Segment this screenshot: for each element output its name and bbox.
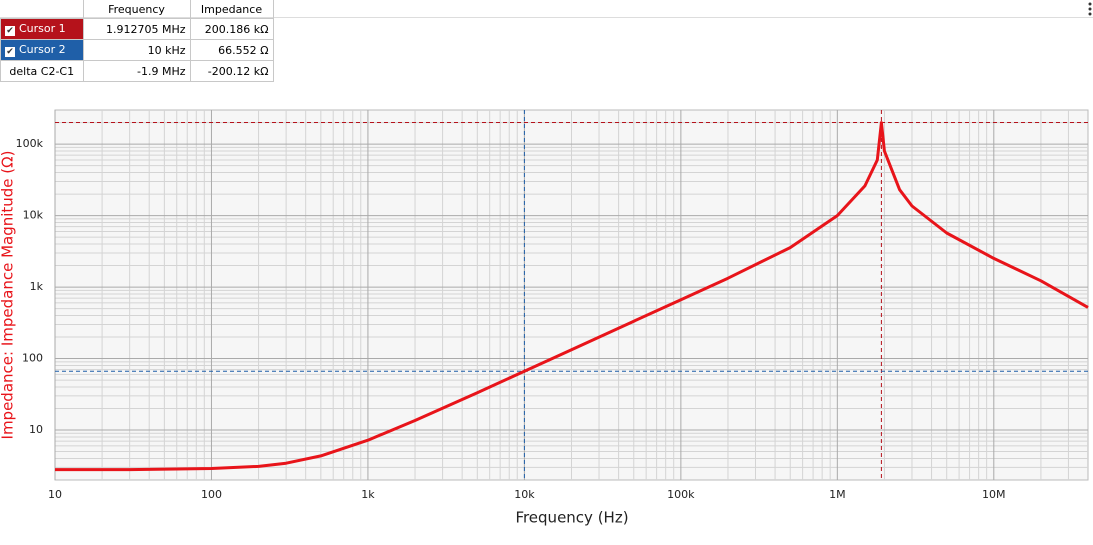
cursor-table: Frequency Impedance ✔ Cursor 1 1.912705 MH… bbox=[0, 0, 274, 82]
menu-icon[interactable] bbox=[1088, 2, 1092, 16]
cursor-row: ✔ Cursor 2 10 kHz 66.552 Ω bbox=[0, 39, 274, 61]
cursor-label: delta C2-C1 bbox=[9, 64, 75, 78]
column-header: Frequency bbox=[83, 0, 191, 19]
y-axis-title: Impedance: Impedance Magnitude (Ω) bbox=[0, 151, 17, 440]
cursor-label: Cursor 1 bbox=[19, 22, 66, 35]
frequency-cell: 10 kHz bbox=[82, 39, 191, 61]
x-tick-label: 10k bbox=[514, 488, 535, 501]
checkbox[interactable]: ✔ bbox=[5, 26, 15, 36]
x-tick-label: 1M bbox=[829, 488, 846, 501]
x-tick-label: 100k bbox=[667, 488, 695, 501]
y-tick-label: 100 bbox=[22, 352, 43, 365]
x-tick-label: 10 bbox=[48, 488, 62, 501]
frequency-cell: 1.912705 MHz bbox=[82, 18, 191, 40]
header-row: Frequency Impedance bbox=[0, 0, 274, 19]
checkbox[interactable]: ✔ bbox=[5, 47, 15, 57]
cursor-label: Cursor 2 bbox=[19, 43, 66, 56]
x-tick-label: 10M bbox=[982, 488, 1006, 501]
cursor-name: delta C2-C1 bbox=[0, 60, 84, 82]
y-tick-label: 100k bbox=[16, 137, 44, 150]
y-tick-label: 1k bbox=[30, 280, 44, 293]
dot bbox=[1088, 2, 1092, 6]
impedance-cell: -200.12 kΩ bbox=[189, 60, 274, 82]
cursor-row: delta C2-C1 -1.9 MHz -200.12 kΩ bbox=[0, 60, 274, 82]
x-tick-label: 100 bbox=[201, 488, 222, 501]
dot bbox=[1088, 12, 1092, 16]
cursor-row: ✔ Cursor 1 1.912705 MHz 200.186 kΩ bbox=[0, 18, 274, 40]
x-tick-label: 1k bbox=[361, 488, 375, 501]
impedance-cell: 66.552 Ω bbox=[189, 39, 274, 61]
frequency-cell: -1.9 MHz bbox=[82, 60, 191, 82]
x-axis-title: Frequency (Hz) bbox=[515, 509, 628, 527]
corner bbox=[0, 0, 84, 19]
column-header: Impedance bbox=[190, 0, 274, 19]
cursor-name: ✔ Cursor 2 bbox=[0, 39, 84, 61]
dot bbox=[1088, 7, 1092, 11]
data-line bbox=[55, 121, 1089, 472]
y-tick-label: 10k bbox=[23, 209, 44, 222]
impedance-cell: 200.186 kΩ bbox=[189, 18, 274, 40]
cursor-name: ✔ Cursor 1 bbox=[0, 18, 84, 40]
y-tick-label: 10 bbox=[29, 423, 43, 436]
